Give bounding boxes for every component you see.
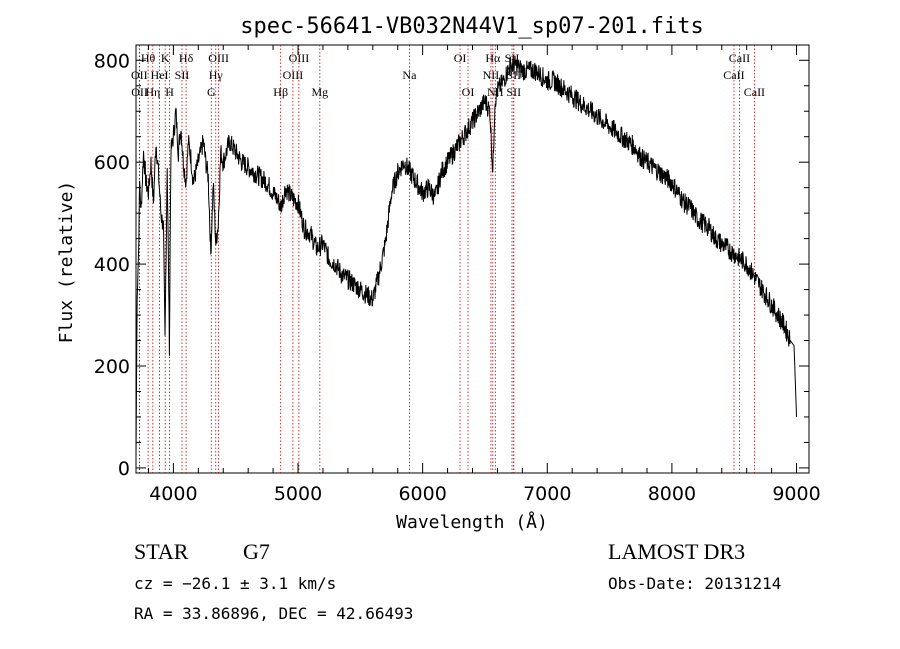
x-tick-label-2: 6000 (398, 483, 446, 505)
line-label-15: Mg (311, 85, 328, 99)
y-tick-label-4: 800 (94, 50, 130, 72)
line-label-0: Hθ (141, 51, 156, 65)
line-label-3: Hη (145, 85, 160, 99)
x-tick-label-4: 8000 (648, 483, 696, 505)
line-label-1: OII (131, 68, 148, 82)
line-label-14: OIII (283, 68, 304, 82)
y-tick-label-2: 400 (94, 254, 130, 276)
y-tick-label-3: 600 (94, 152, 130, 174)
line-label-6: H (165, 85, 174, 99)
y-axis-label: Flux (relative) (56, 181, 77, 344)
line-label-18: OI (462, 85, 475, 99)
x-axis-ticks: 4000 5000 6000 7000 8000 9000 (147, 45, 821, 505)
line-label-22: SII (505, 51, 520, 65)
obs-date: Obs-Date: 20131214 (608, 574, 782, 593)
x-tick-label-1: 5000 (274, 483, 322, 505)
y-axis-ticks: 0 200 400 600 800 (94, 50, 809, 480)
y-tick-label-0: 0 (118, 458, 130, 480)
line-label-27: CaII (744, 85, 765, 99)
line-label-16: Na (402, 68, 417, 82)
line-label-12: Hβ (273, 85, 288, 99)
line-label-2: OII (131, 85, 148, 99)
survey-name: LAMOST DR3 (608, 539, 746, 564)
plot-frame (135, 44, 810, 474)
x-axis-label: Wavelength (Å) (396, 511, 548, 533)
series-line-0 (135, 55, 797, 458)
line-label-11: G (207, 85, 216, 99)
line-label-19: Hα (485, 51, 501, 65)
line-label-7: SII (175, 68, 190, 82)
line-label-17: OI (454, 51, 467, 65)
redshift-cz: cz = −26.1 ± 3.1 km/s (134, 574, 337, 593)
series-layer (135, 55, 797, 458)
x-tick-label-0: 4000 (149, 483, 197, 505)
line-markers (138, 45, 755, 473)
line-label-5: HeI (151, 68, 169, 82)
line-label-20: NII (483, 68, 500, 82)
line-label-8: Hδ (179, 51, 194, 65)
line-label-21: NII (487, 85, 504, 99)
line-label-10: Hγ (209, 68, 224, 82)
line-label-24: SII (506, 85, 521, 99)
plot-area: 4000 5000 6000 7000 8000 9000 0 200 400 600 800 H… (94, 44, 821, 505)
line-label-13: OIII (289, 51, 310, 65)
x-tick-label-3: 7000 (523, 483, 571, 505)
line-label-4: K (161, 51, 170, 65)
y-tick-label-1: 200 (94, 356, 130, 378)
ra-dec: RA = 33.86896, DEC = 42.66493 (134, 604, 414, 623)
object-class: STAR (134, 539, 189, 564)
x-tick-label-5: 9000 (772, 483, 820, 505)
line-label-9: OIII (208, 51, 229, 65)
line-label-23: SII (506, 68, 521, 82)
object-subclass: G7 (243, 539, 270, 564)
chart-title: spec-56641-VB032N44V1_sp07-201.fits (240, 14, 704, 39)
line-label-25: CaII (729, 51, 750, 65)
line-label-26: CaII (723, 68, 744, 82)
